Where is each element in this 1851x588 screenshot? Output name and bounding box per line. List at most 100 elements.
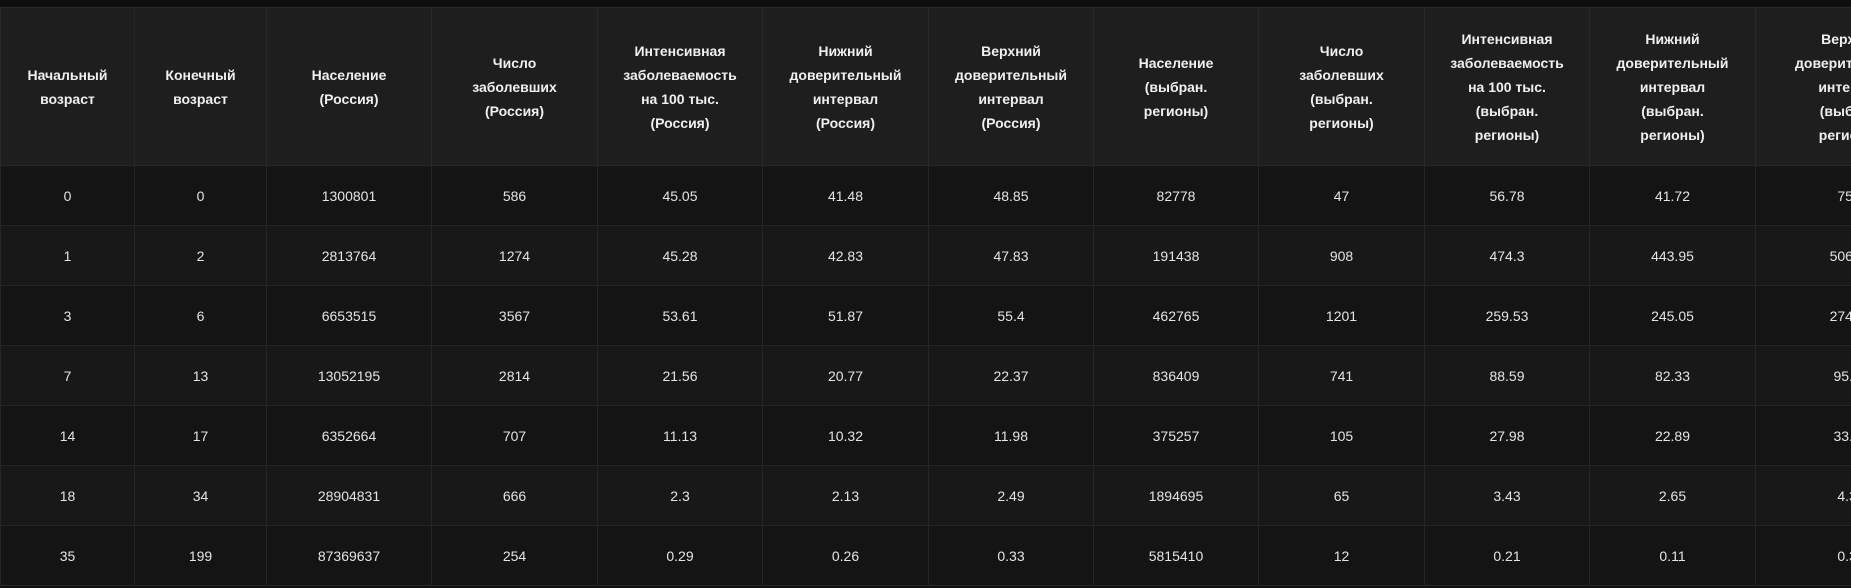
table-cell: 707 (432, 406, 598, 466)
column-header-text: заболевших (438, 75, 591, 99)
table-cell: 56.78 (1425, 166, 1590, 226)
column-header-text: Население (273, 63, 425, 87)
table-cell: 35 (1, 526, 135, 586)
table-cell: 0 (1, 166, 135, 226)
table-cell: 3.43 (1425, 466, 1590, 526)
column-header-text: интервал (935, 87, 1087, 111)
column-header[interactable]: Население(выбран.регионы) (1094, 8, 1259, 166)
column-header-text: Число (438, 51, 591, 75)
column-header-text: регионы) (1100, 99, 1252, 123)
table-cell: 2.65 (1590, 466, 1756, 526)
column-header-text: Интенсивная (604, 39, 756, 63)
table-cell: 245.05 (1590, 286, 1756, 346)
table-cell: 2 (135, 226, 267, 286)
column-header-text: регионы) (1596, 123, 1749, 147)
table-cell: 45.28 (598, 226, 763, 286)
table-cell: 741 (1259, 346, 1425, 406)
table-cell: 6653515 (267, 286, 432, 346)
table-cell: 47 (1259, 166, 1425, 226)
table-cell: 95.21 (1756, 346, 1851, 406)
table-cell: 45.05 (598, 166, 763, 226)
column-header-text: доверительный (769, 63, 922, 87)
table-cell: 3 (1, 286, 135, 346)
column-header-text: (Россия) (935, 111, 1087, 135)
table-cell: 0.26 (763, 526, 929, 586)
column-header-text: заболевших (1265, 63, 1418, 87)
column-header[interactable]: Население(Россия) (267, 8, 432, 166)
column-header-text: доверительный (935, 63, 1087, 87)
table-cell: 22.89 (1590, 406, 1756, 466)
table-cell: 6 (135, 286, 267, 346)
table-cell: 1894695 (1094, 466, 1259, 526)
column-header-text: интервал (769, 87, 922, 111)
table-cell: 13 (135, 346, 267, 406)
column-header-text: заболеваемость (1431, 51, 1583, 75)
column-header-text: Начальный (7, 63, 128, 87)
table-cell: 13052195 (267, 346, 432, 406)
table-cell: 666 (432, 466, 598, 526)
table-cell: 11.98 (929, 406, 1094, 466)
table-cell: 259.53 (1425, 286, 1590, 346)
column-header-text: заболеваемость (604, 63, 756, 87)
table-cell: 33.87 (1756, 406, 1851, 466)
column-header-text: Интенсивная (1431, 27, 1583, 51)
table-cell: 2.3 (598, 466, 763, 526)
table-cell: 5815410 (1094, 526, 1259, 586)
table-cell: 28904831 (267, 466, 432, 526)
table-cell: 0.21 (1425, 526, 1590, 586)
table-cell: 34 (135, 466, 267, 526)
table-cell: 27.98 (1425, 406, 1590, 466)
table-cell: 443.95 (1590, 226, 1756, 286)
column-header-text: Число (1265, 39, 1418, 63)
table-cell: 474.3 (1425, 226, 1590, 286)
table-cell: 0.36 (1756, 526, 1851, 586)
column-header-text: регионы) (1265, 111, 1418, 135)
column-header-text: (выбран. (1100, 75, 1252, 99)
table-cell: 11.13 (598, 406, 763, 466)
column-header-text: (Россия) (438, 99, 591, 123)
table-cell: 42.83 (763, 226, 929, 286)
column-header[interactable]: Верхнийдоверительныйинтервал(выбран.реги… (1756, 8, 1851, 166)
table-cell: 0.11 (1590, 526, 1756, 586)
column-header-text: возраст (141, 87, 260, 111)
table-cell: 836409 (1094, 346, 1259, 406)
table-cell: 1300801 (267, 166, 432, 226)
table-cell: 1274 (432, 226, 598, 286)
column-header-text: интервал (1762, 75, 1851, 99)
table-cell: 17 (135, 406, 267, 466)
column-header-text: (выбран. (1762, 99, 1851, 123)
column-header-text: на 100 тыс. (604, 87, 756, 111)
table-cell: 14 (1, 406, 135, 466)
table-cell: 87369637 (267, 526, 432, 586)
table-cell: 65 (1259, 466, 1425, 526)
table-cell: 18 (1, 466, 135, 526)
table-cell: 88.59 (1425, 346, 1590, 406)
table-cell: 82.33 (1590, 346, 1756, 406)
column-header-text: регионы) (1431, 123, 1583, 147)
column-header-text: (выбран. (1265, 87, 1418, 111)
table-cell: 375257 (1094, 406, 1259, 466)
table-cell: 12 (1259, 526, 1425, 586)
table-cell: 2813764 (267, 226, 432, 286)
column-header-text: Верхний (935, 39, 1087, 63)
table-cell: 908 (1259, 226, 1425, 286)
table-cell: 53.61 (598, 286, 763, 346)
table-cell: 21.56 (598, 346, 763, 406)
table-cell: 254 (432, 526, 598, 586)
